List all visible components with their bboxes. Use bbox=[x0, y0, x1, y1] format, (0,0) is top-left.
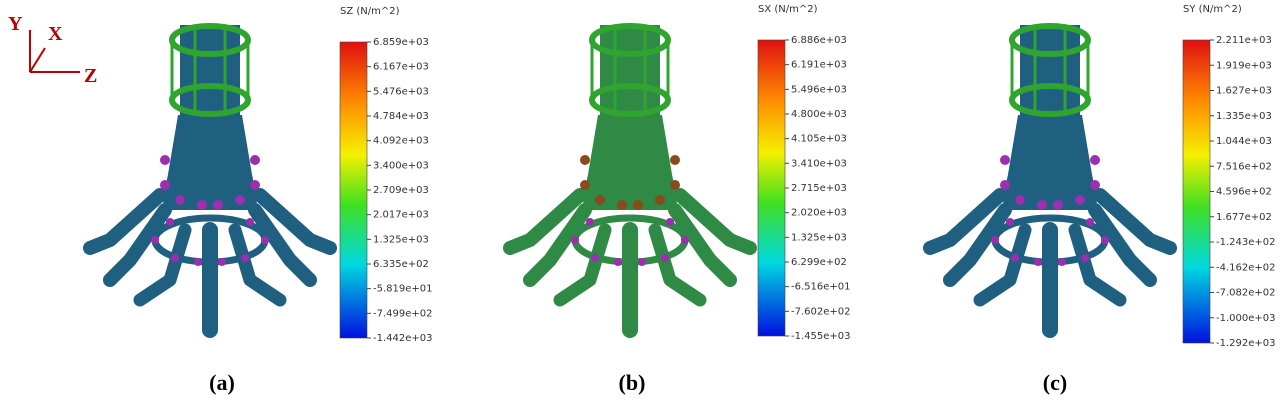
colorbar-tick-label: -7.499e+02 bbox=[373, 308, 433, 319]
colorbar-tick-label: 4.596e+02 bbox=[1216, 187, 1272, 198]
colorbar-tick-label: 1.919e+03 bbox=[1216, 60, 1272, 71]
colorbar-tick-label: 2.715e+03 bbox=[791, 183, 847, 194]
panels: SZ (N/m^2) 6.859e+03 6.167e+03 5.476e+03 4.7… bbox=[209, 4, 1275, 395]
colorbar bbox=[339, 41, 368, 339]
colorbar-tick-label: -1.292e+03 bbox=[1216, 338, 1276, 349]
legend-title: SX (N/m^2) bbox=[758, 4, 818, 15]
colorbar-tick-label: 3.400e+03 bbox=[373, 160, 429, 171]
colorbar-tick-label: -1.000e+03 bbox=[1216, 313, 1276, 324]
legend-title: SZ (N/m^2) bbox=[340, 6, 400, 17]
colorbar-tick-label: 2.017e+03 bbox=[373, 210, 429, 221]
colorbar-tick-label: 4.784e+03 bbox=[373, 111, 429, 122]
colorbar-tick-label: 1.044e+03 bbox=[1216, 136, 1272, 147]
colorbar-tick-label: 2.020e+03 bbox=[791, 208, 847, 219]
axis-triad: Y X Z bbox=[8, 13, 97, 87]
colorbar-tick-label: 4.092e+03 bbox=[373, 136, 429, 147]
colorbar-tick-label: 1.335e+03 bbox=[1216, 111, 1272, 122]
colorbar-tick-label: 2.211e+03 bbox=[1216, 35, 1272, 46]
triad-y: Y bbox=[8, 13, 23, 35]
colorbar-tick-label: -1.442e+03 bbox=[373, 333, 433, 344]
colorbar-tick-label: 6.299e+02 bbox=[791, 257, 847, 268]
legend-title: SY (N/m^2) bbox=[1183, 4, 1242, 15]
colorbar-tick-label: 7.516e+02 bbox=[1216, 161, 1272, 172]
colorbar-tick-label: -1.455e+03 bbox=[791, 331, 851, 342]
colorbar-tick-label: 4.800e+03 bbox=[791, 109, 847, 120]
colorbar-tick-label: -1.243e+02 bbox=[1216, 237, 1276, 248]
colorbar-tick-label: 3.410e+03 bbox=[791, 158, 847, 169]
panel-caption: (c) bbox=[1043, 370, 1067, 395]
colorbar bbox=[757, 39, 786, 337]
colorbar-tick-label: 6.335e+02 bbox=[373, 259, 429, 270]
colorbar-tick-label: 5.476e+03 bbox=[373, 86, 429, 97]
colorbar-tick-label: 6.167e+03 bbox=[373, 62, 429, 73]
model-c bbox=[930, 25, 1170, 330]
model-b bbox=[510, 25, 750, 330]
colorbar-tick-label: -4.162e+02 bbox=[1216, 262, 1276, 273]
colorbar-tick-label: -5.819e+01 bbox=[373, 284, 433, 295]
panel-caption: (a) bbox=[209, 370, 235, 395]
colorbar-tick-label: 4.105e+03 bbox=[791, 134, 847, 145]
colorbar bbox=[1182, 39, 1211, 344]
colorbar-tick-label: 1.677e+02 bbox=[1216, 212, 1272, 223]
colorbar-tick-label: -6.516e+01 bbox=[791, 282, 851, 293]
colorbar-tick-label: 1.325e+03 bbox=[373, 234, 429, 245]
triad-x: X bbox=[48, 23, 63, 45]
colorbar-tick-label: -7.082e+02 bbox=[1216, 288, 1276, 299]
colorbar-tick-label: 1.627e+03 bbox=[1216, 86, 1272, 97]
colorbar-tick-label: 2.709e+03 bbox=[373, 185, 429, 196]
colorbar-tick-label: 6.191e+03 bbox=[791, 60, 847, 71]
panel-caption: (b) bbox=[619, 370, 646, 395]
triad-z: Z bbox=[84, 65, 97, 87]
colorbar-tick-label: 5.496e+03 bbox=[791, 84, 847, 95]
colorbar-tick-label: 6.859e+03 bbox=[373, 37, 429, 48]
model-a bbox=[90, 25, 330, 330]
colorbar-tick-label: 1.325e+03 bbox=[791, 232, 847, 243]
colorbar-tick-label: -7.602e+02 bbox=[791, 306, 851, 317]
colorbar-tick-label: 6.886e+03 bbox=[791, 35, 847, 46]
